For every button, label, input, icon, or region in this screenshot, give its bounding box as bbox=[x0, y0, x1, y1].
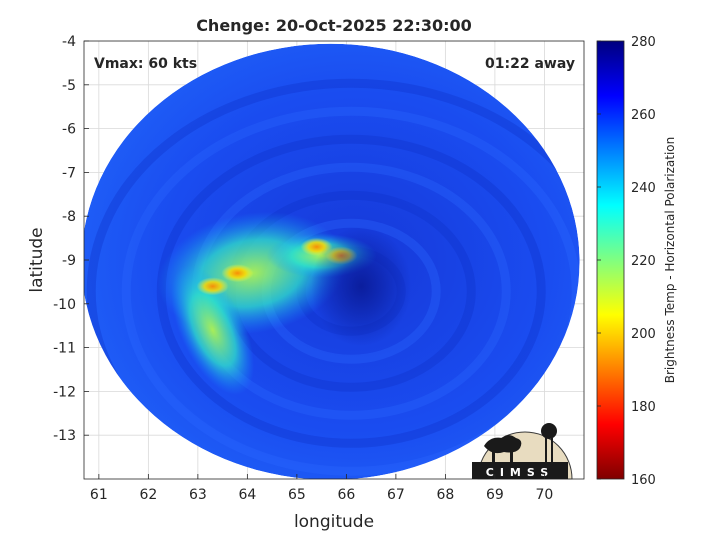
x-axis-label: longitude bbox=[294, 512, 374, 532]
y-tick-label: -5 bbox=[62, 78, 76, 94]
y-tick-label: -11 bbox=[53, 341, 76, 357]
convective-core bbox=[221, 264, 254, 283]
warm-band-arm bbox=[171, 265, 255, 395]
colorbar-tick-label: 200 bbox=[631, 327, 656, 342]
colorbar-ticks: 280 260 240 220 200 180 160 bbox=[597, 35, 656, 488]
colorbar-label: Brightness Temp - Horizontal Polarizatio… bbox=[663, 137, 677, 384]
x-tick-label: 61 bbox=[90, 487, 108, 503]
x-tick-label: 69 bbox=[486, 487, 504, 503]
rainband-texture bbox=[121, 106, 580, 476]
colorbar-tick-label: 180 bbox=[631, 400, 656, 415]
y-tick-label: -4 bbox=[62, 34, 76, 50]
colorbar-tick-label: 220 bbox=[631, 254, 656, 269]
storm-eye-region bbox=[311, 226, 412, 347]
time-away-annotation: 01:22 away bbox=[485, 56, 575, 72]
colorbar-tick-label: 260 bbox=[631, 108, 656, 123]
y-tick-label: -7 bbox=[62, 165, 76, 181]
x-axis: 61 62 63 64 65 66 67 68 69 70 bbox=[90, 474, 553, 503]
rainband-texture bbox=[86, 78, 580, 479]
y-axis: -4 -5 -6 -7 -8 -9 -10 -11 -12 -13 bbox=[53, 34, 89, 444]
logo-text: CIMSS bbox=[486, 466, 554, 479]
x-tick-label: 70 bbox=[535, 487, 553, 503]
y-tick-label: -12 bbox=[53, 384, 76, 400]
y-axis-label: latitude bbox=[27, 227, 47, 292]
x-tick-label: 66 bbox=[337, 487, 355, 503]
x-tick-label: 68 bbox=[436, 487, 454, 503]
x-tick-label: 65 bbox=[288, 487, 306, 503]
y-tick-label: -13 bbox=[53, 428, 76, 444]
chart-title: Chenge: 20-Oct-2025 22:30:00 bbox=[196, 16, 472, 35]
x-tick-label: 67 bbox=[387, 487, 405, 503]
cimss-logo: CIMSS bbox=[472, 423, 573, 480]
microwave-swath bbox=[84, 43, 580, 479]
y-tick-label: -8 bbox=[62, 209, 76, 225]
colorbar-tick-label: 160 bbox=[631, 473, 656, 488]
y-tick-label: -9 bbox=[62, 253, 76, 269]
vmax-annotation: Vmax: 60 kts bbox=[94, 56, 197, 72]
x-tick-label: 63 bbox=[189, 487, 207, 503]
colorbar-tick-label: 280 bbox=[631, 35, 656, 50]
x-tick-label: 64 bbox=[238, 487, 256, 503]
y-tick-label: -6 bbox=[62, 122, 76, 138]
x-tick-label: 62 bbox=[139, 487, 157, 503]
colorbar-tick-label: 240 bbox=[631, 181, 656, 196]
y-tick-label: -10 bbox=[53, 297, 76, 313]
colorbar bbox=[596, 40, 625, 480]
convective-core bbox=[196, 277, 229, 296]
